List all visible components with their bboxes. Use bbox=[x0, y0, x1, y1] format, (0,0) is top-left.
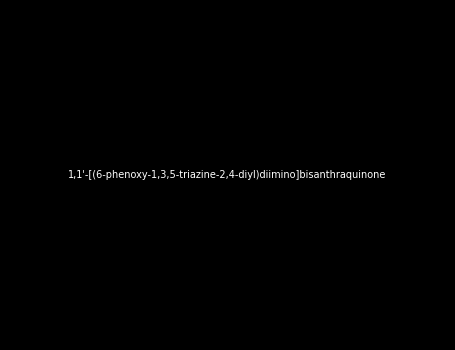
Text: 1,1'-[(6-phenoxy-1,3,5-triazine-2,4-diyl)diimino]bisanthraquinone: 1,1'-[(6-phenoxy-1,3,5-triazine-2,4-diyl… bbox=[68, 170, 387, 180]
